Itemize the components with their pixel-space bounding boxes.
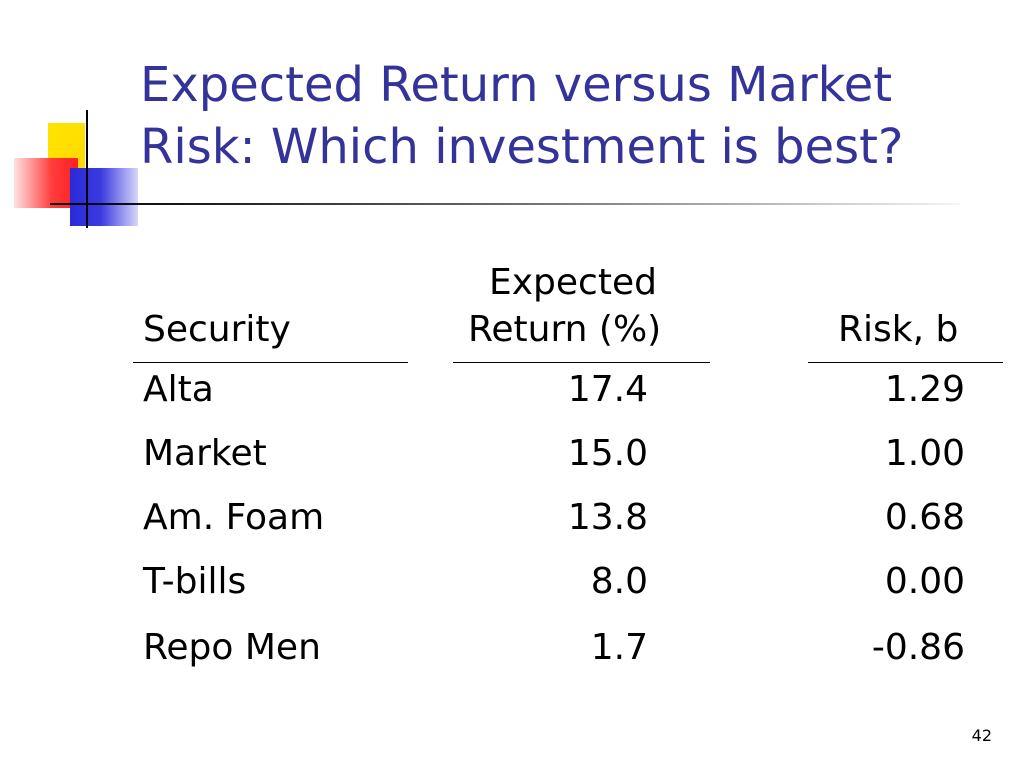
cell-risk: -0.86 xyxy=(871,627,965,668)
cell-return: 15.0 xyxy=(567,433,648,474)
cell-security: Repo Men xyxy=(143,627,321,668)
cell-return: 17.4 xyxy=(567,369,648,410)
slide-logo-decoration xyxy=(0,0,960,240)
cell-risk: 0.68 xyxy=(884,497,965,538)
logo-red-square xyxy=(14,158,78,208)
header-rule-security xyxy=(133,362,408,363)
cell-security: Market xyxy=(143,433,267,474)
title-underline xyxy=(50,203,960,205)
cell-return: 1.7 xyxy=(590,627,648,668)
slide-title-line-2: Risk: Which investment is best? xyxy=(140,119,904,175)
cell-return: 13.8 xyxy=(567,497,648,538)
header-rule-return xyxy=(453,362,710,363)
header-risk: Risk, b xyxy=(838,309,959,350)
slide-title-line-1: Expected Return versus Market xyxy=(140,57,893,113)
header-security: Security xyxy=(143,309,291,350)
logo-blue-square xyxy=(70,168,138,226)
cell-security: T-bills xyxy=(143,561,247,602)
slide-title: Expected Return versus Market Risk: Whic… xyxy=(140,54,1000,178)
header-return-line-2: Return (%) xyxy=(468,309,662,350)
cell-risk: 1.29 xyxy=(884,369,965,410)
cell-risk: 1.00 xyxy=(884,433,965,474)
cell-risk: 0.00 xyxy=(884,561,965,602)
logo-vertical-line xyxy=(86,110,88,228)
header-return-line-1: Expected xyxy=(489,262,657,303)
header-rule-risk xyxy=(808,362,1003,363)
page-number: 42 xyxy=(971,726,992,745)
cell-return: 8.0 xyxy=(590,561,648,602)
cell-security: Alta xyxy=(143,369,214,410)
cell-security: Am. Foam xyxy=(143,497,325,538)
